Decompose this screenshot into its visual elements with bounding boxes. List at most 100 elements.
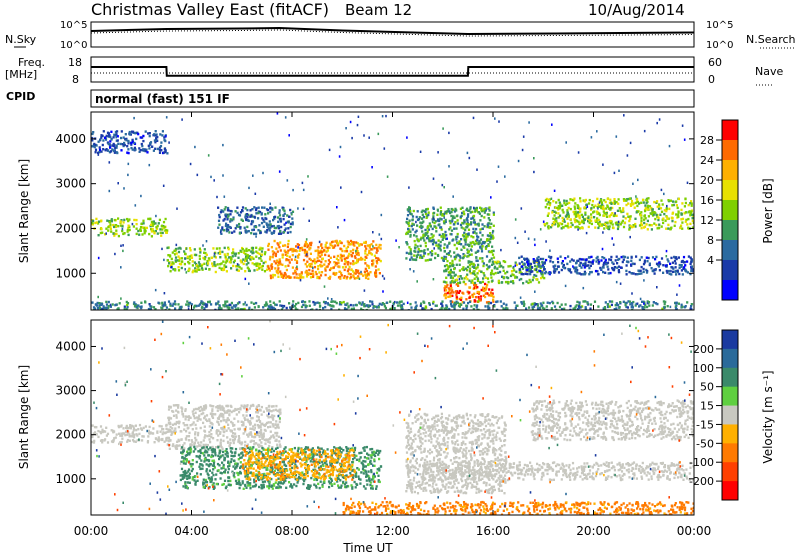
heatmap-cell (657, 216, 660, 219)
heatmap-cell (602, 266, 605, 269)
heatmap-cell (225, 404, 228, 408)
heatmap-cell (547, 207, 550, 210)
heatmap-cell (356, 250, 359, 253)
heatmap-cell (541, 271, 544, 274)
heatmap-cell (399, 304, 402, 307)
heatmap-cell (290, 466, 294, 470)
heatmap-cell (255, 250, 258, 253)
heatmap-cell (248, 433, 251, 436)
heatmap-cell (359, 482, 362, 485)
heatmap-speckle (381, 115, 384, 118)
heatmap-cell (127, 148, 130, 151)
heatmap-cell (186, 477, 189, 480)
heatmap-cell (267, 440, 270, 443)
heatmap-cell (286, 231, 289, 234)
heatmap-cell (273, 274, 277, 277)
heatmap-speckle (431, 220, 434, 224)
heatmap-cell (319, 274, 323, 277)
heatmap-cell (339, 253, 342, 257)
heatmap-cell (106, 131, 110, 134)
heatmap-cell (127, 219, 130, 223)
heatmap-cell (237, 438, 240, 442)
heatmap-cell (191, 441, 194, 444)
heatmap-cell (480, 270, 483, 273)
heatmap-cell (349, 250, 352, 253)
heatmap-cell (252, 425, 255, 428)
heatmap-cell (660, 225, 663, 228)
heatmap-cell (346, 240, 349, 243)
heatmap-cell (284, 450, 287, 453)
heatmap-speckle (368, 136, 370, 139)
heatmap-speckle (330, 298, 333, 301)
heatmap-cell (365, 479, 368, 482)
heatmap-cell (232, 409, 235, 413)
heatmap-cell (131, 140, 134, 144)
heatmap-cell (350, 255, 353, 258)
heatmap-cell (484, 295, 487, 299)
heatmap-cell (680, 224, 683, 227)
heatmap-cell (198, 257, 201, 261)
heatmap-cell (273, 307, 277, 310)
heatmap-cell (662, 264, 665, 267)
heatmap-cell (342, 300, 345, 304)
heatmap-cell (238, 214, 242, 217)
heatmap-cell (335, 239, 338, 243)
heatmap-cell (109, 146, 112, 149)
heatmap-cell (368, 476, 371, 480)
heatmap-cell (483, 287, 486, 290)
heatmap-cell (248, 249, 251, 252)
heatmap-cell (109, 135, 112, 139)
heatmap-cell (484, 282, 487, 286)
heatmap-cell (622, 258, 625, 261)
heatmap-cell (180, 266, 183, 270)
heatmap-cell (615, 201, 618, 204)
heatmap-cell (229, 441, 232, 445)
heatmap-cell (468, 244, 471, 247)
heatmap-cell (474, 209, 477, 212)
heatmap-cell (105, 308, 108, 310)
heatmap-cell (140, 301, 143, 304)
heatmap-speckle (305, 238, 308, 241)
cpid-mode: normal (fast) 151 IF (95, 92, 230, 106)
heatmap-cell (271, 266, 274, 269)
heatmap-cell (610, 213, 613, 216)
heatmap-cell (355, 253, 358, 256)
heatmap-cell (187, 269, 190, 273)
heatmap-cell (280, 275, 283, 278)
heatmap-cell (479, 219, 482, 222)
heatmap-cell (133, 218, 136, 222)
heatmap-cell (148, 134, 151, 138)
heatmap-cell (466, 219, 469, 222)
heatmap-cell (631, 225, 634, 229)
heatmap-cell (212, 247, 215, 250)
heatmap-cell (279, 304, 282, 307)
heatmap-cell (628, 228, 631, 231)
heatmap-cell (287, 221, 290, 224)
heatmap-cell (557, 260, 560, 264)
heatmap-cell (288, 276, 291, 279)
heatmap-cell (229, 479, 232, 483)
heatmap-cell (675, 301, 678, 304)
heatmap-cell (153, 232, 156, 235)
heatmap-cell (288, 255, 291, 259)
heatmap-cell (278, 258, 281, 261)
heatmap-cell (687, 217, 690, 221)
heatmap-cell (449, 268, 452, 272)
heatmap-cell (665, 227, 668, 230)
heatmap-cell (477, 308, 480, 310)
heatmap-cell (195, 416, 199, 419)
heatmap-cell (560, 303, 563, 306)
heatmap-cell (467, 254, 470, 258)
heatmap-cell (221, 414, 224, 418)
heatmap-cell (541, 275, 544, 279)
heatmap-cell (135, 428, 138, 432)
heatmap-cell (246, 433, 249, 436)
heatmap-cell (108, 151, 111, 154)
heatmap-cell (232, 248, 235, 251)
heatmap-cell (278, 300, 281, 303)
heatmap-cell (224, 256, 227, 260)
heatmap-cell (371, 259, 374, 263)
heatmap-cell (233, 252, 236, 255)
heatmap-cell (275, 434, 278, 437)
heatmap-cell (522, 273, 525, 276)
